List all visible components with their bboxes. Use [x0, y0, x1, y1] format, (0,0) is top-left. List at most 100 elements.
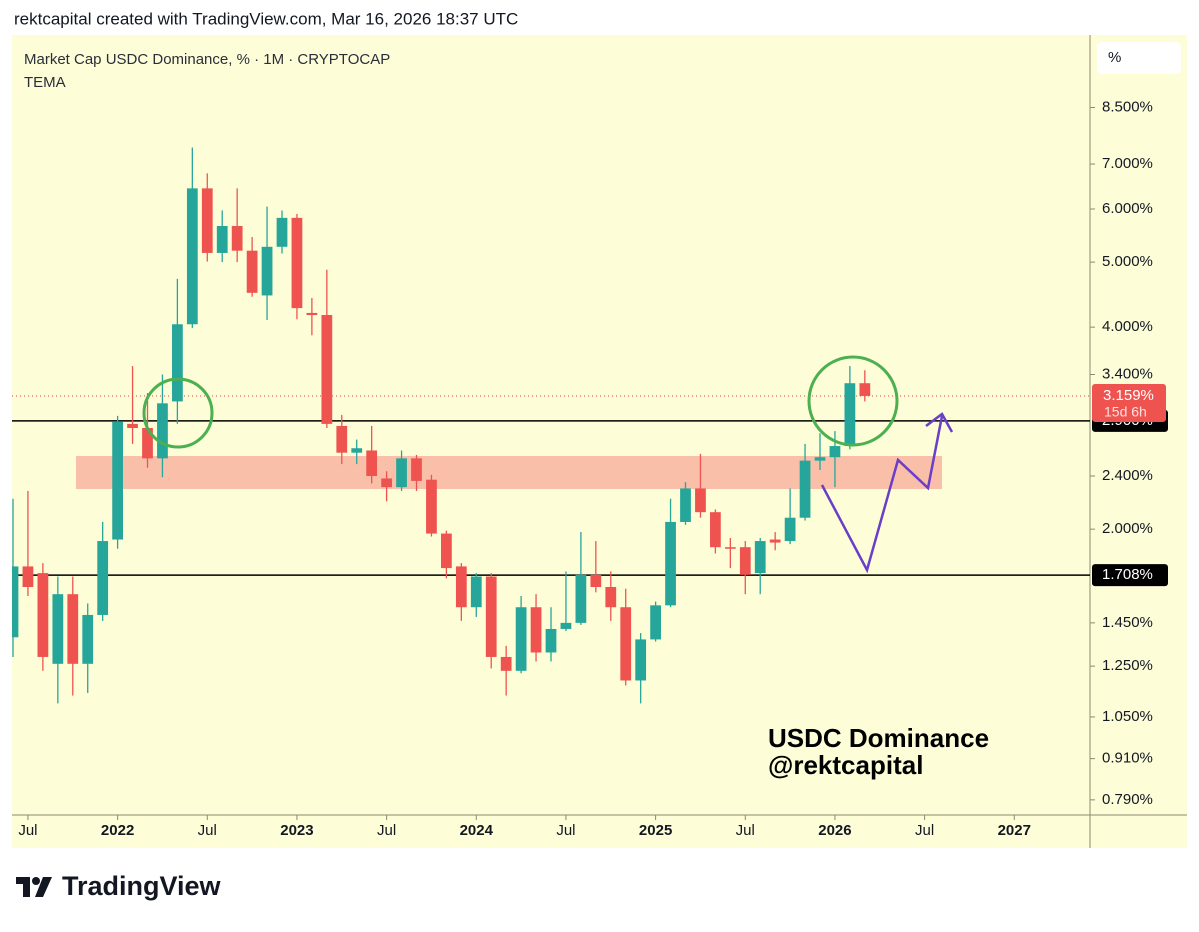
- candle-body: [142, 427, 153, 459]
- x-tick-label: 2026: [818, 822, 851, 839]
- candle-body: [515, 607, 527, 671]
- candle-body: [545, 628, 557, 653]
- candle-body: [650, 605, 661, 640]
- unit-button-label[interactable]: %: [1108, 49, 1121, 66]
- x-tick-label: Jul: [915, 822, 934, 839]
- candle-body: [12, 566, 19, 638]
- logo-mark: [35, 877, 52, 897]
- candle-body: [575, 574, 587, 623]
- logo-mark: [32, 877, 40, 885]
- y-tick-label: 2.000%: [1102, 520, 1153, 537]
- x-tick-label: 2024: [460, 822, 494, 839]
- indicator-label: TEMA: [24, 74, 66, 91]
- candle-body: [844, 383, 856, 447]
- watermark: USDC Dominance: [768, 723, 989, 753]
- highlight-circle: [142, 377, 214, 449]
- header: rektcapital created with TradingView.com…: [14, 9, 518, 28]
- candle-body: [754, 541, 766, 574]
- candle-body: [635, 639, 647, 681]
- candle-body: [276, 217, 288, 247]
- candle-body: [127, 423, 138, 428]
- y-tick-label: 4.000%: [1102, 318, 1153, 335]
- projection-path: [820, 415, 944, 574]
- y-tick-label: 6.000%: [1102, 200, 1153, 217]
- price-label: 1.708%: [1102, 566, 1153, 583]
- x-tick-label: 2025: [639, 822, 672, 839]
- candle-body: [799, 460, 811, 518]
- candle-body: [261, 246, 273, 296]
- candle-body: [52, 594, 64, 664]
- candle-body: [321, 315, 333, 424]
- candle-body: [500, 656, 512, 671]
- brand-logo: [16, 877, 52, 897]
- candle-body: [680, 488, 691, 522]
- candle-body: [291, 217, 303, 309]
- y-tick-label: 0.790%: [1102, 791, 1153, 808]
- candle-body: [710, 512, 721, 548]
- y-tick-label: 2.400%: [1102, 467, 1153, 484]
- candle-body: [665, 521, 676, 606]
- candle-body: [620, 607, 632, 681]
- candle-body: [201, 188, 213, 253]
- candle-body: [695, 488, 706, 513]
- candle-body: [470, 576, 482, 608]
- support-zone: [76, 456, 942, 489]
- candle-body: [829, 446, 841, 458]
- x-tick-label: Jul: [556, 822, 575, 839]
- candle-body: [441, 533, 452, 569]
- candle-body: [157, 403, 168, 459]
- candle-body: [784, 517, 796, 542]
- candle-body: [724, 547, 736, 549]
- highlight-circle: [807, 355, 899, 447]
- y-tick-label: 8.500%: [1102, 98, 1153, 115]
- candle-body: [814, 457, 826, 461]
- candle-body: [231, 225, 243, 251]
- candle-body: [605, 586, 617, 608]
- candle-body: [455, 566, 467, 608]
- x-tick-label: Jul: [198, 822, 217, 839]
- candle-body: [112, 421, 123, 540]
- last-price-box: [1092, 383, 1166, 422]
- x-tick-label: Jul: [377, 822, 396, 839]
- unit-button[interactable]: [1097, 42, 1181, 74]
- candle-body: [82, 614, 94, 664]
- y-tick-label: 1.050%: [1102, 708, 1153, 725]
- candle-body: [246, 250, 258, 293]
- candle-body: [216, 225, 228, 253]
- candle-body: [172, 324, 183, 402]
- candle-body: [396, 458, 407, 488]
- candle-body: [769, 539, 781, 543]
- candle-body: [186, 188, 198, 325]
- candle-body: [366, 450, 378, 477]
- candle-body: [739, 547, 751, 575]
- x-tick-label: Jul: [736, 822, 755, 839]
- brand-name: TradingView: [62, 871, 222, 901]
- candle-body: [336, 425, 348, 453]
- candle-body: [590, 574, 602, 587]
- projection-arrowhead: [925, 412, 954, 433]
- y-tick-label: 0.910%: [1102, 750, 1153, 767]
- chart-title: Market Cap USDC Dominance, % · 1M · CRYP…: [24, 51, 390, 68]
- watermark: @rektcapital: [768, 750, 923, 780]
- y-tick-label: 1.250%: [1102, 657, 1153, 674]
- candle-body: [485, 576, 497, 657]
- candle-body: [306, 312, 318, 316]
- candle-body: [351, 448, 363, 453]
- last-price-label: 3.159%: [1103, 387, 1154, 404]
- price-label-box: [1092, 564, 1168, 587]
- candle-body: [37, 573, 49, 657]
- candle-body: [530, 607, 542, 653]
- candle-body: [381, 478, 392, 488]
- candle-body: [411, 458, 422, 481]
- x-tick-label: 2023: [280, 822, 313, 839]
- candle-body: [560, 622, 572, 629]
- y-tick-label: 7.000%: [1102, 155, 1153, 172]
- y-tick-label: 5.000%: [1102, 253, 1153, 270]
- x-tick-label: 2027: [998, 822, 1031, 839]
- chart-background: [12, 35, 1187, 848]
- plot-area: [12, 147, 1090, 704]
- x-tick-label: Jul: [18, 822, 37, 839]
- candle-body: [426, 479, 437, 534]
